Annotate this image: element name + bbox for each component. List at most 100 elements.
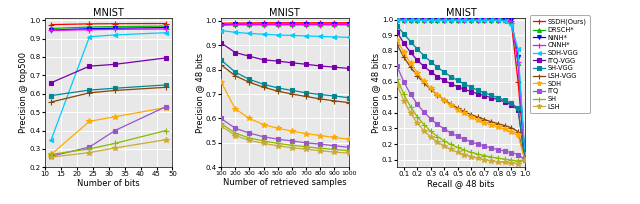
ITQ-VGG	[474, 93, 482, 95]
CNNH*	[407, 19, 415, 21]
SH-VGG	[447, 75, 455, 78]
SDH	[454, 109, 461, 111]
ITQ	[400, 81, 408, 83]
NiNH*	[488, 19, 495, 21]
SH	[481, 154, 488, 157]
X-axis label: Recall @ 48 bits: Recall @ 48 bits	[428, 179, 495, 188]
Line: LSH-VGG: LSH-VGG	[394, 42, 527, 162]
LSH	[481, 159, 488, 161]
SDH-VGG	[501, 20, 509, 22]
SSDH(Ours)	[515, 81, 522, 83]
LSH-VGG	[454, 107, 461, 109]
ITQ	[413, 103, 421, 105]
LSH-VGG	[440, 99, 448, 101]
SDH	[407, 62, 415, 65]
SDH-VGG	[515, 48, 522, 51]
SH	[494, 157, 502, 159]
LSH	[467, 155, 475, 158]
CNNH*	[508, 20, 515, 22]
NiNH*	[420, 19, 428, 21]
SDH	[420, 80, 428, 83]
ITQ	[454, 135, 461, 137]
SDH	[488, 124, 495, 126]
Line: NiNH*: NiNH*	[395, 18, 527, 157]
SDH	[440, 99, 448, 102]
SH-VGG	[413, 48, 421, 50]
SDH-VGG	[413, 19, 421, 21]
SH-VGG	[407, 40, 415, 43]
SH-VGG	[481, 92, 488, 94]
LSH-VGG	[521, 158, 529, 161]
LSH	[427, 136, 435, 138]
SDH	[521, 158, 529, 161]
DRSCH*	[394, 19, 401, 21]
SDH	[400, 51, 408, 54]
LSH-VGG	[508, 126, 515, 129]
SDH-VGG	[454, 19, 461, 21]
LSH	[508, 162, 515, 164]
SDH-VGG	[474, 19, 482, 21]
CNNH*	[515, 61, 522, 63]
LSH	[501, 161, 509, 164]
SH	[474, 153, 482, 155]
ITQ-VGG	[440, 79, 448, 82]
ITQ-VGG	[427, 71, 435, 73]
NiNH*	[440, 19, 448, 21]
Title: MNIST: MNIST	[93, 8, 124, 18]
SH	[521, 158, 529, 161]
DRSCH*	[427, 19, 435, 21]
SH	[420, 123, 428, 126]
SSDH(Ours)	[413, 19, 421, 21]
ITQ	[461, 138, 468, 140]
ITQ-VGG	[447, 83, 455, 85]
SH-VGG	[515, 107, 522, 110]
CNNH*	[521, 156, 529, 159]
CNNH*	[440, 19, 448, 21]
NiNH*	[413, 19, 421, 21]
LSH-VGG	[400, 56, 408, 58]
DRSCH*	[481, 19, 488, 21]
ITQ-VGG	[521, 158, 529, 161]
SSDH(Ours)	[454, 19, 461, 21]
SSDH(Ours)	[508, 22, 515, 24]
LSH-VGG	[515, 130, 522, 133]
LSH	[447, 148, 455, 151]
LSH	[454, 151, 461, 153]
SH	[434, 135, 442, 138]
LSH-VGG	[434, 94, 442, 96]
Line: CNNH*: CNNH*	[394, 17, 527, 160]
NiNH*	[515, 56, 522, 58]
Line: ITQ: ITQ	[395, 64, 527, 162]
SDH-VGG	[440, 19, 448, 21]
NiNH*	[400, 19, 408, 21]
DRSCH*	[413, 19, 421, 21]
SDH	[434, 94, 442, 96]
NiNH*	[521, 154, 529, 156]
CNNH*	[474, 19, 482, 21]
SDH-VGG	[447, 19, 455, 21]
NiNH*	[394, 19, 401, 21]
SH-VGG	[467, 86, 475, 89]
DRSCH*	[407, 19, 415, 21]
SDH-VGG	[400, 19, 408, 21]
ITQ-VGG	[515, 109, 522, 111]
SSDH(Ours)	[461, 19, 468, 21]
SDH	[467, 116, 475, 118]
ITQ-VGG	[481, 94, 488, 97]
SH-VGG	[501, 99, 509, 101]
CNNH*	[488, 19, 495, 21]
DRSCH*	[440, 19, 448, 21]
SH	[440, 140, 448, 142]
Line: ITQ-VGG: ITQ-VGG	[395, 30, 527, 162]
SDH-VGG	[407, 19, 415, 21]
DRSCH*	[447, 19, 455, 21]
LSH-VGG	[474, 116, 482, 118]
X-axis label: Number of bits: Number of bits	[77, 179, 140, 188]
SH	[501, 158, 509, 160]
SSDH(Ours)	[400, 19, 408, 21]
LSH-VGG	[394, 43, 401, 46]
SDH	[427, 87, 435, 90]
ITQ-VGG	[488, 96, 495, 99]
ITQ	[394, 65, 401, 68]
Title: MNIST: MNIST	[445, 8, 476, 18]
